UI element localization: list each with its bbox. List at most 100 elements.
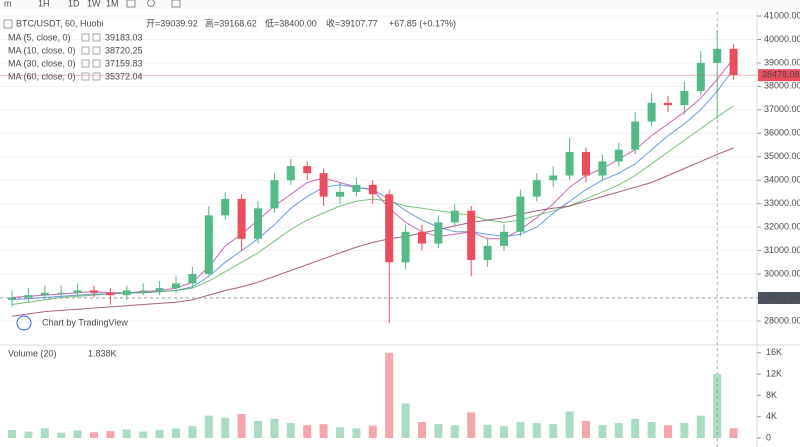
plot: [0, 12, 757, 447]
interval[interactable]: 1H: [38, 0, 50, 8]
candle-body: [434, 222, 443, 244]
volume-bar: [221, 417, 230, 438]
volume-bar: [303, 425, 312, 438]
ma-value: 38720.25: [105, 45, 143, 55]
volume-bar: [549, 424, 558, 438]
candle-body: [598, 161, 607, 176]
y-tick-label: 32000.00: [764, 221, 800, 231]
candle-body: [549, 175, 558, 181]
candle-body: [631, 121, 640, 150]
volume-bar: [434, 424, 443, 438]
candle-body: [565, 152, 574, 176]
y-tick-label: 28000.00: [764, 315, 800, 325]
y-tick-label: 34000.00: [764, 175, 800, 185]
volume-bar: [631, 418, 640, 438]
ma-close[interactable]: [92, 59, 101, 68]
ohlc-open: 开=39039.92: [146, 18, 198, 28]
candle-body: [516, 196, 525, 232]
symbol: BTC/USDT, 60, Huobi: [16, 18, 104, 28]
candle-body: [139, 290, 148, 292]
ma-settings[interactable]: [81, 72, 90, 81]
volume-bar: [336, 427, 344, 438]
y-tick-label: 12K: [766, 368, 782, 378]
candle-body: [40, 292, 49, 296]
candle-body: [204, 215, 213, 275]
candle-body: [500, 231, 508, 246]
grid: [0, 15, 757, 322]
candle-body: [221, 198, 230, 216]
volume-bar: [188, 426, 197, 438]
volume-bar: [401, 403, 410, 438]
y-tick-label: 4K: [766, 411, 777, 421]
y-tick-label: 0: [766, 432, 771, 442]
candle-body: [319, 173, 328, 197]
volume-bar: [598, 425, 607, 438]
y-tick-label: 38000.00: [764, 81, 800, 91]
y-tick-label: 36000.00: [764, 128, 800, 138]
tool-icon[interactable]: [126, 0, 136, 8]
tool-icon[interactable]: [171, 0, 181, 8]
candle-body: [172, 283, 180, 289]
y-tick-label: 33000.00: [764, 198, 800, 208]
volume-bar: [286, 423, 295, 438]
volume-bar: [532, 423, 541, 438]
candle-body: [73, 290, 82, 293]
interval[interactable]: 1D: [68, 0, 80, 8]
interval[interactable]: m: [4, 0, 12, 8]
volume-bar: [8, 430, 16, 438]
ma-settings[interactable]: [81, 46, 90, 55]
candle-body: [57, 292, 66, 294]
candle-body: [385, 194, 394, 263]
ma-name: MA (60, close, 0): [8, 71, 76, 81]
volume-bar: [155, 430, 164, 438]
candle-body: [106, 292, 115, 296]
volume-bar: [664, 425, 672, 438]
ma-value: 35372.04: [105, 71, 143, 81]
watermark-logo[interactable]: [16, 315, 32, 331]
ma-legend: MA (5, close, 0) 39183.03 MA (10, close, 0…: [8, 32, 143, 81]
ma-settings[interactable]: [81, 33, 90, 42]
volume-bar: [385, 352, 394, 438]
candle-body: [352, 184, 361, 192]
volume-bar: [647, 422, 656, 438]
ma-settings[interactable]: [81, 59, 90, 68]
collapse-icon[interactable]: [3, 19, 13, 29]
ma-line: [11, 147, 734, 317]
candle-body: [532, 180, 541, 197]
volume-bar: [73, 430, 82, 438]
candle-body: [303, 166, 312, 174]
candle-body: [483, 245, 492, 260]
volume-bar: [696, 415, 705, 438]
crosshair-label: 28977.89: [762, 292, 800, 302]
ohlc-change: +67.85 (+0.17%): [389, 18, 456, 28]
candle-body: [467, 210, 476, 260]
volume-bar: [713, 374, 722, 438]
candle-body: [254, 208, 262, 239]
watermark[interactable]: Chart by TradingView: [42, 317, 128, 327]
ma-close[interactable]: [92, 33, 101, 42]
ma-close[interactable]: [92, 46, 101, 55]
candle-body: [696, 62, 705, 92]
ohlc-close: 收=39107.77: [326, 17, 378, 28]
candle-body: [450, 210, 459, 223]
candle-body: [418, 231, 426, 244]
volume-bar: [122, 429, 131, 438]
interval[interactable]: 1W: [87, 0, 101, 8]
ma-close[interactable]: [92, 72, 101, 81]
volume-value: 1.838K: [88, 348, 117, 358]
ma-value: 39183.03: [105, 32, 143, 42]
y-tick-label: 35000.00: [764, 151, 800, 161]
tool-icon[interactable]: [147, 0, 155, 7]
y-tick-label: 41000.00: [764, 10, 800, 20]
candle-body: [8, 297, 16, 300]
volume-bar: [500, 426, 508, 438]
volume-bar: [139, 431, 148, 438]
y-tick-label: 8K: [766, 390, 777, 400]
volume-bar: [90, 432, 98, 438]
volume-bar: [319, 424, 328, 438]
candle-body: [614, 149, 623, 162]
interval[interactable]: 1M: [106, 0, 119, 8]
volume-bar: [40, 428, 49, 438]
volume-bar: [106, 431, 115, 438]
